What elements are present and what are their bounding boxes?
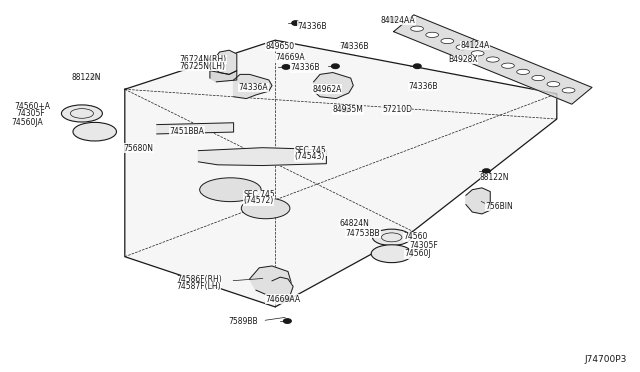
Ellipse shape [371,245,412,263]
Text: SEC.745: SEC.745 [243,190,275,199]
Polygon shape [210,50,237,74]
Circle shape [282,65,290,69]
Polygon shape [394,15,592,104]
Circle shape [413,64,421,68]
Text: SEC.745: SEC.745 [294,146,326,155]
Polygon shape [466,188,490,214]
Ellipse shape [426,32,438,38]
Ellipse shape [532,76,545,81]
Text: 75680N: 75680N [124,144,154,153]
Text: 84962A: 84962A [312,85,342,94]
Text: 76725N(LH): 76725N(LH) [179,62,225,71]
Text: 84124A: 84124A [461,41,490,50]
Ellipse shape [441,38,454,44]
Circle shape [284,297,291,301]
Polygon shape [157,123,234,134]
Circle shape [468,42,476,46]
Text: 84935M: 84935M [333,105,364,114]
Polygon shape [210,71,237,82]
Ellipse shape [562,88,575,93]
Polygon shape [272,277,293,301]
Text: 74669A: 74669A [275,53,305,62]
Text: 74560+A: 74560+A [14,102,50,110]
Circle shape [284,319,291,323]
Text: 88122N: 88122N [480,173,509,182]
Text: (74572): (74572) [243,196,273,205]
Ellipse shape [372,229,411,246]
Ellipse shape [200,178,261,202]
Ellipse shape [516,69,529,74]
Text: 64824N: 64824N [339,219,369,228]
Text: 7589BB: 7589BB [228,317,257,326]
Text: 74336B: 74336B [298,22,327,31]
Circle shape [388,17,396,22]
Polygon shape [250,266,291,296]
Text: 74669AA: 74669AA [266,295,301,304]
Text: 74560J: 74560J [404,249,431,258]
Text: 74753BB: 74753BB [346,229,380,238]
Ellipse shape [486,57,499,62]
Circle shape [91,75,99,79]
Polygon shape [198,148,326,166]
Circle shape [342,108,349,112]
Text: 57210D: 57210D [382,105,412,114]
Polygon shape [234,74,272,99]
Ellipse shape [73,122,116,141]
Text: 74560JA: 74560JA [12,118,44,126]
Text: 74587F(LH): 74587F(LH) [176,282,221,291]
Ellipse shape [411,26,424,31]
Circle shape [483,169,490,173]
Text: 74305F: 74305F [16,109,45,118]
Text: 74560: 74560 [403,232,428,241]
Ellipse shape [456,45,469,50]
Text: 849650: 849650 [266,42,295,51]
Polygon shape [314,73,353,99]
Text: 74336B: 74336B [339,42,369,51]
Ellipse shape [61,105,102,122]
Text: 7451BBA: 7451BBA [170,127,204,136]
Text: 74586F(RH): 74586F(RH) [176,275,221,284]
Text: 756BIN: 756BIN [485,202,513,211]
Text: 76724N(RH): 76724N(RH) [179,55,227,64]
Circle shape [342,43,350,48]
Text: 84124AA: 84124AA [381,16,415,25]
Circle shape [332,64,339,68]
Ellipse shape [241,198,290,219]
Ellipse shape [471,51,484,56]
Text: 74336B: 74336B [408,82,438,91]
Ellipse shape [502,63,515,68]
Text: 74336B: 74336B [290,63,319,72]
Text: J74700P3: J74700P3 [585,355,627,364]
Text: (74543): (74543) [294,153,324,161]
Polygon shape [125,40,557,307]
Text: B4928X: B4928X [448,55,477,64]
Ellipse shape [547,81,560,87]
Text: 88122N: 88122N [72,73,101,81]
Text: 74305F: 74305F [410,241,438,250]
Text: 74336A: 74336A [239,83,268,92]
Circle shape [292,21,300,25]
